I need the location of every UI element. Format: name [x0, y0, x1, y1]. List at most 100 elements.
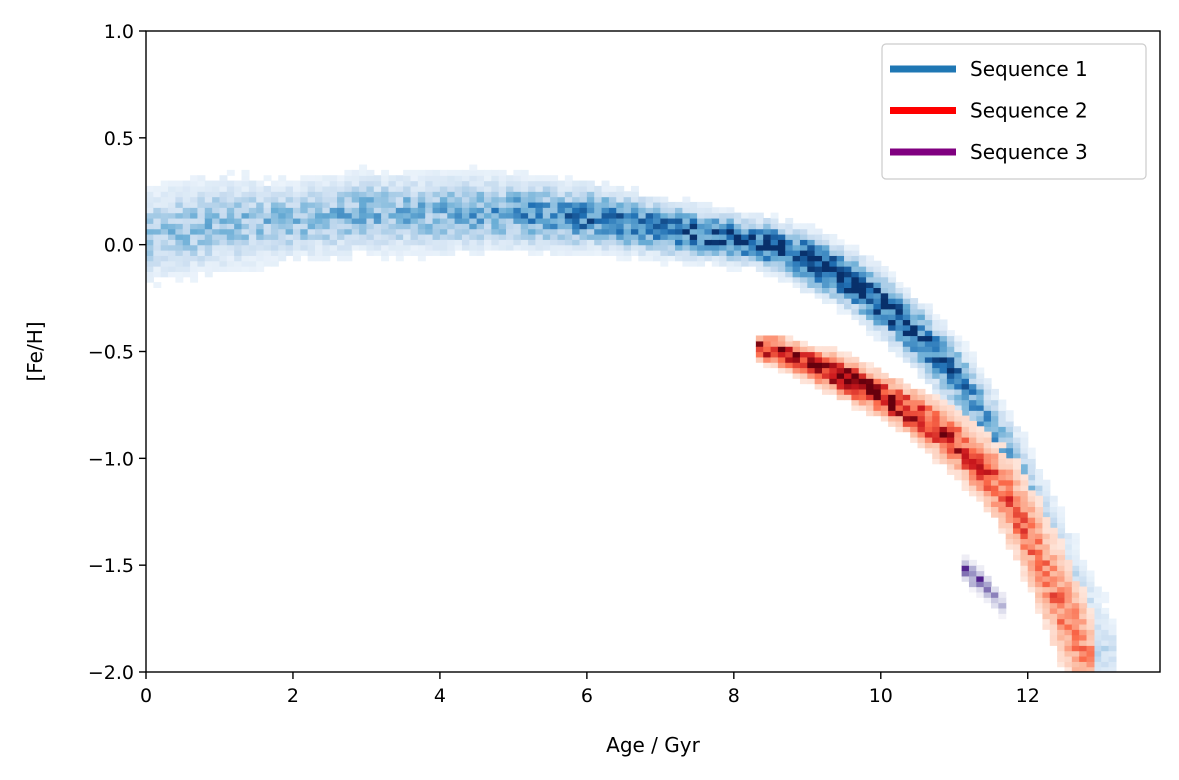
heatmap-cell [528, 175, 537, 182]
heatmap-cell [469, 223, 478, 230]
heatmap-cell [461, 207, 470, 214]
heatmap-cell [263, 260, 272, 267]
heatmap-cell [190, 244, 199, 251]
heatmap-cell [256, 207, 265, 214]
heatmap-cell [1042, 501, 1051, 508]
heatmap-cell [417, 217, 426, 224]
heatmap-cell [469, 212, 478, 219]
heatmap-cell [873, 394, 882, 401]
heatmap-cell [704, 255, 713, 262]
heatmap-cell [403, 169, 412, 176]
heatmap-cell [660, 196, 669, 203]
heatmap-cell [513, 239, 522, 246]
heatmap-cell [895, 287, 904, 294]
heatmap-cell [241, 239, 250, 246]
heatmap-cell [880, 276, 889, 283]
heatmap-cell [895, 415, 904, 422]
heatmap-cell [491, 217, 500, 224]
heatmap-cell [190, 239, 199, 246]
heatmap-cell [1101, 613, 1110, 620]
heatmap-cell [792, 362, 801, 369]
heatmap-cell [329, 217, 338, 224]
heatmap-cell [917, 431, 926, 438]
heatmap-cell [579, 207, 588, 214]
heatmap-cell [946, 399, 955, 406]
heatmap-cell [807, 255, 816, 262]
heatmap-cell [204, 244, 213, 251]
heatmap-cell [234, 223, 243, 230]
heatmap-cell [954, 474, 963, 481]
heatmap-cell [381, 212, 390, 219]
heatmap-cell [454, 175, 463, 182]
heatmap-cell [359, 233, 368, 240]
heatmap-cell [1042, 490, 1051, 497]
heatmap-cell [946, 404, 955, 411]
heatmap-cell [858, 362, 867, 369]
heatmap-cell [388, 196, 397, 203]
heatmap-cell [1027, 559, 1036, 566]
heatmap-cell [866, 287, 875, 294]
heatmap-cell [417, 239, 426, 246]
heatmap-cell [866, 282, 875, 288]
heatmap-cell [447, 180, 456, 187]
heatmap-cell [1057, 607, 1066, 614]
heatmap-cell [939, 415, 948, 422]
heatmap-cell [329, 201, 338, 208]
heatmap-cell [961, 404, 970, 411]
heatmap-cell [417, 180, 426, 187]
heatmap-cell [307, 201, 316, 208]
heatmap-cell [763, 260, 772, 267]
heatmap-cell [528, 250, 537, 256]
heatmap-cell [329, 191, 338, 198]
heatmap-cell [160, 212, 169, 219]
heatmap-cell [851, 276, 860, 283]
heatmap-cell [256, 212, 265, 219]
heatmap-cell [241, 217, 250, 224]
heatmap-cell [498, 175, 507, 182]
heatmap-cell [880, 410, 889, 417]
heatmap-cell [991, 394, 999, 401]
heatmap-cell [219, 191, 228, 198]
heatmap-cell [1079, 602, 1088, 609]
heatmap-cell [1064, 650, 1073, 657]
heatmap-cell [601, 223, 610, 230]
heatmap-cell [219, 244, 228, 251]
heatmap-cell [895, 399, 904, 406]
heatmap-cell [146, 201, 154, 208]
heatmap-cell [160, 191, 169, 198]
heatmap-cell [939, 447, 948, 454]
heatmap-cell [344, 217, 353, 224]
heatmap-cell [851, 367, 860, 374]
heatmap-cell [366, 191, 375, 198]
heatmap-cell [572, 212, 581, 219]
heatmap-cell [425, 223, 434, 230]
heatmap-cell [667, 250, 676, 256]
heatmap-cell [278, 207, 287, 214]
heatmap-cell [888, 271, 897, 278]
heatmap-cell [719, 244, 728, 251]
heatmap-cell [917, 351, 926, 358]
heatmap-cell [939, 431, 948, 438]
heatmap-cell [645, 255, 654, 262]
heatmap-cell [484, 207, 492, 214]
heatmap-cell [285, 244, 294, 251]
heatmap-cell [153, 228, 162, 235]
heatmap-cell [998, 511, 1007, 518]
heatmap-cell [528, 244, 537, 251]
heatmap-cell [858, 266, 867, 272]
heatmap-cell [520, 196, 529, 203]
heatmap-cell [711, 212, 720, 219]
heatmap-cell [403, 217, 412, 224]
heatmap-cell [329, 228, 338, 235]
heatmap-cell [924, 372, 933, 379]
heatmap-cell [1005, 501, 1014, 508]
heatmap-cell [733, 266, 742, 272]
heatmap-cell [1057, 506, 1066, 513]
heatmap-cell [924, 362, 933, 369]
heatmap-cell [1057, 554, 1066, 561]
heatmap-cell [968, 426, 977, 433]
heatmap-cell [939, 410, 948, 417]
heatmap-cell [822, 282, 830, 288]
heatmap-cell [880, 324, 889, 331]
heatmap-cell [197, 255, 206, 262]
